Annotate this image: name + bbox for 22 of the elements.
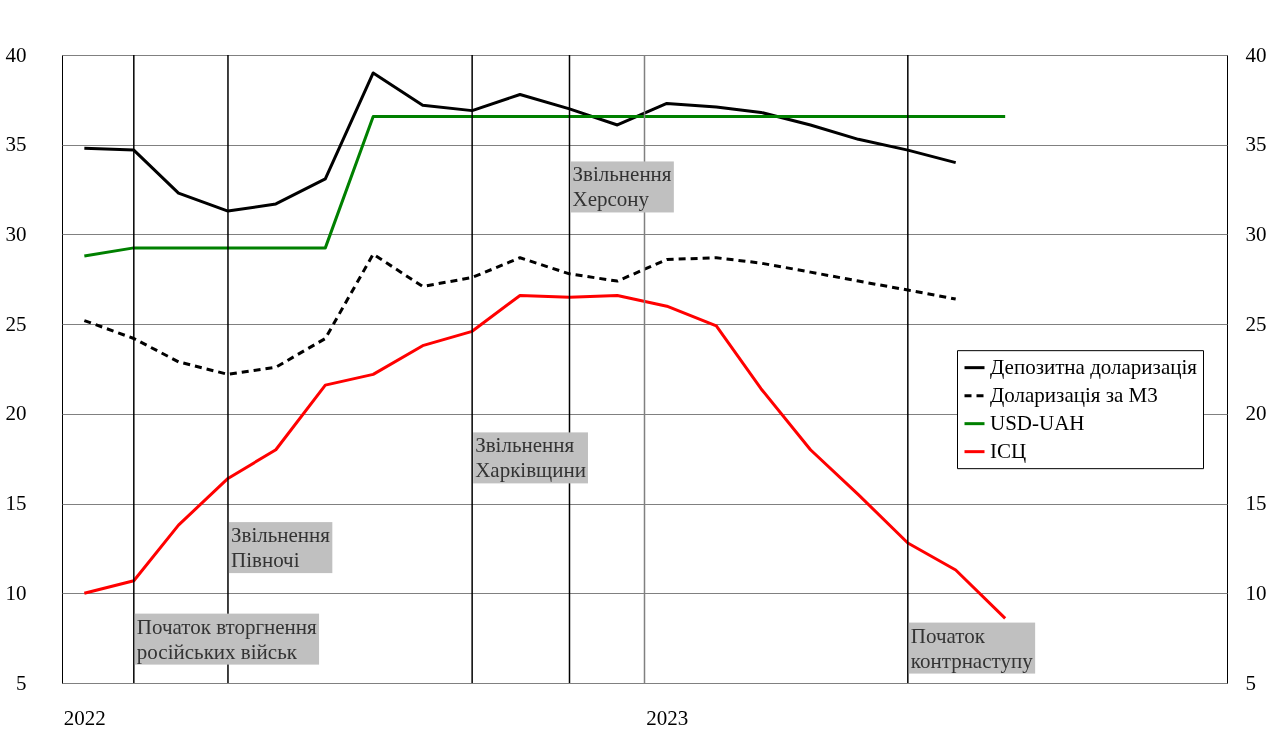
y-tick-label: 30 [5, 221, 27, 246]
y2-tick-label: 30 [1245, 221, 1267, 246]
y2-tick-label: 10 [1245, 580, 1267, 605]
y2-tick-label: 25 [1245, 311, 1267, 336]
y2-tick-label: 40 [1245, 42, 1267, 67]
y-tick-label: 35 [5, 132, 27, 157]
y-tick-label: 25 [5, 311, 27, 336]
x-tick-label: 2023 [646, 705, 689, 730]
legend-label: Депозитна доларизація [990, 354, 1198, 379]
x-tick-label: 2022 [63, 705, 106, 730]
y2-tick-label: 5 [1245, 670, 1256, 695]
legend-label: Доларизація за М3 [990, 382, 1158, 407]
y2-tick-label: 35 [1245, 132, 1267, 157]
y2-tick-label: 15 [1245, 491, 1267, 516]
y-tick-label: 10 [5, 580, 27, 605]
legend-label: ІСЦ [990, 438, 1027, 463]
y2-tick-label: 20 [1245, 401, 1267, 426]
legend-label: USD-UAH [990, 410, 1085, 435]
y-tick-label: 15 [5, 491, 27, 516]
y-tick-label: 40 [5, 42, 27, 67]
y-tick-label: 5 [16, 670, 27, 695]
y-tick-label: 20 [5, 401, 27, 426]
